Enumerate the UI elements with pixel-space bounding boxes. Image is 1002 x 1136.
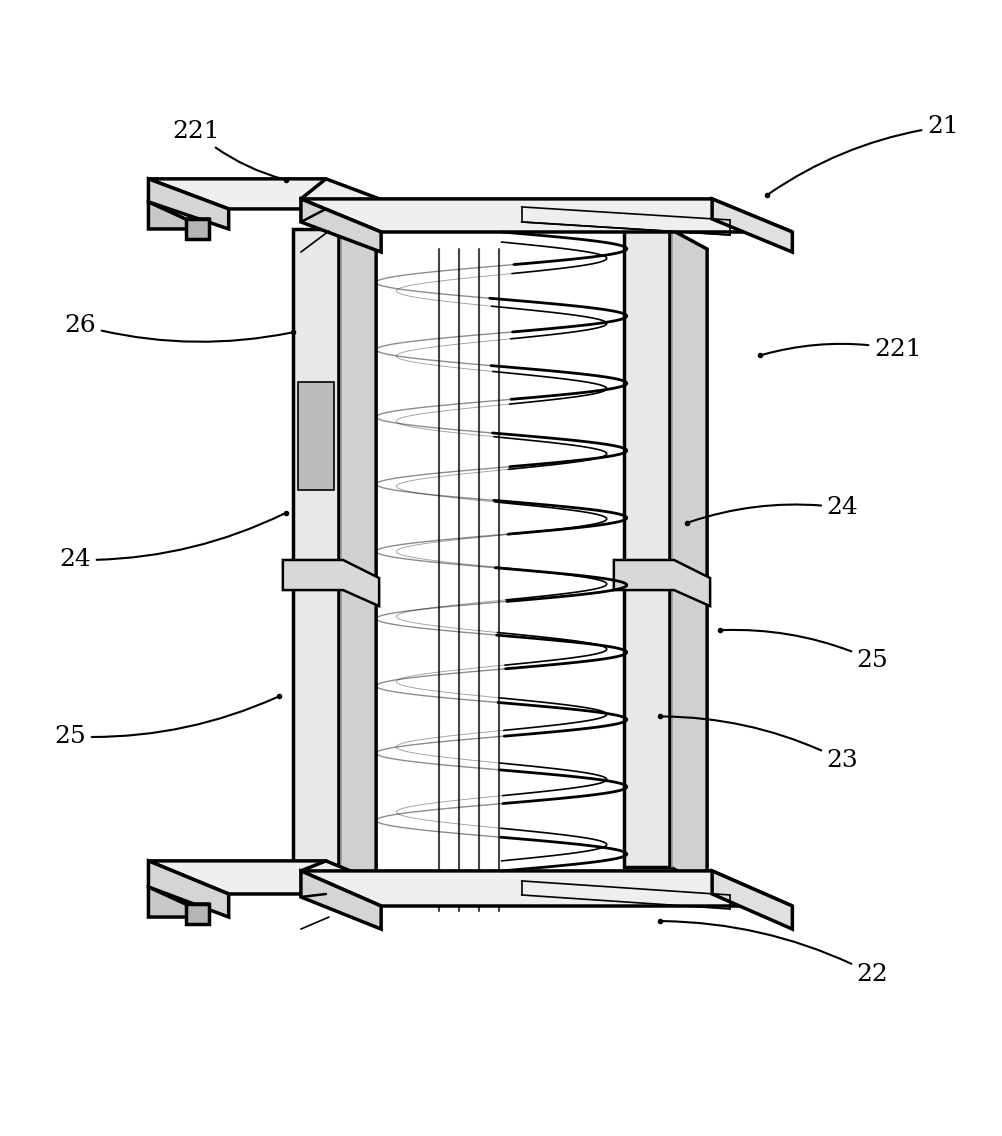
- Text: 21: 21: [769, 115, 958, 193]
- Polygon shape: [148, 178, 228, 229]
- Polygon shape: [613, 560, 709, 607]
- Text: 221: 221: [763, 337, 921, 361]
- Polygon shape: [301, 871, 792, 907]
- Polygon shape: [293, 229, 339, 867]
- Polygon shape: [148, 861, 228, 917]
- Polygon shape: [148, 861, 406, 894]
- Polygon shape: [339, 229, 376, 887]
- Polygon shape: [301, 871, 381, 929]
- Text: 24: 24: [689, 496, 858, 521]
- Polygon shape: [148, 178, 406, 209]
- Polygon shape: [711, 871, 792, 929]
- Text: 221: 221: [171, 120, 283, 179]
- Polygon shape: [185, 219, 208, 239]
- Polygon shape: [669, 229, 706, 887]
- Text: 24: 24: [59, 515, 284, 571]
- Polygon shape: [185, 904, 208, 924]
- Polygon shape: [301, 199, 381, 252]
- Polygon shape: [711, 199, 792, 252]
- Polygon shape: [148, 887, 208, 917]
- Text: 26: 26: [64, 314, 290, 342]
- Polygon shape: [623, 229, 669, 867]
- Text: 22: 22: [662, 921, 888, 986]
- Polygon shape: [148, 202, 208, 229]
- Polygon shape: [301, 199, 792, 232]
- Polygon shape: [298, 383, 334, 490]
- Text: 25: 25: [722, 629, 888, 671]
- Polygon shape: [283, 560, 379, 607]
- Text: 23: 23: [662, 717, 858, 772]
- Text: 25: 25: [54, 698, 276, 747]
